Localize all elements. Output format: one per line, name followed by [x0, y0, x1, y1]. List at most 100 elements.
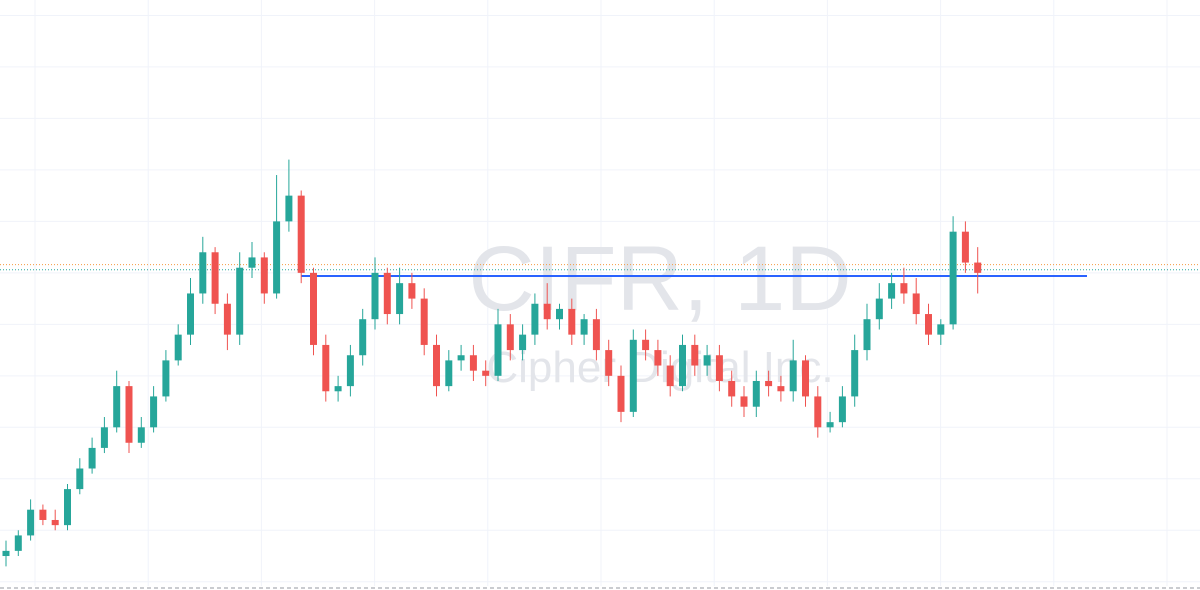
candle-body: [752, 380, 760, 407]
candle: [88, 437, 96, 474]
candle-body: [875, 298, 883, 320]
candle: [334, 375, 342, 402]
candle: [519, 324, 527, 361]
candle: [777, 375, 785, 402]
candle-body: [2, 550, 10, 557]
candle-body: [223, 303, 231, 335]
candle: [346, 344, 354, 397]
candle-body: [765, 380, 773, 387]
candle-body: [174, 334, 182, 361]
candle: [113, 370, 121, 433]
candle-body: [420, 298, 428, 345]
candle-body: [654, 350, 662, 366]
candle: [260, 252, 268, 304]
candle: [642, 329, 650, 361]
candle: [802, 355, 809, 407]
candle-body: [974, 262, 982, 273]
candle-body: [605, 350, 613, 376]
candle: [223, 293, 231, 351]
candle-body: [494, 324, 502, 376]
candle: [765, 370, 773, 397]
candle-body: [851, 350, 859, 397]
candle: [605, 339, 613, 387]
candle-body: [617, 375, 625, 412]
candle: [691, 334, 699, 376]
candle: [162, 350, 170, 402]
candle: [703, 344, 711, 376]
candle-body: [187, 293, 194, 335]
candle-body: [273, 221, 281, 294]
candle: [445, 350, 453, 392]
candle: [679, 334, 686, 392]
candle-body: [100, 427, 108, 448]
candle-body: [27, 509, 35, 536]
candle-body: [285, 195, 293, 222]
candle: [900, 267, 908, 304]
candle: [297, 190, 305, 284]
candle: [14, 530, 22, 557]
candle: [100, 417, 108, 454]
candle-body: [150, 396, 158, 428]
candle: [531, 293, 539, 345]
candle: [629, 329, 637, 418]
candle-body: [556, 308, 563, 320]
candle-body: [679, 344, 686, 387]
candle: [506, 314, 514, 361]
candle-body: [76, 468, 84, 490]
candle-body: [838, 396, 846, 423]
candle: [937, 319, 945, 345]
candle: [469, 344, 477, 381]
candle: [187, 278, 194, 345]
candle-body: [457, 355, 465, 361]
candle-body: [14, 535, 22, 551]
candle-body: [580, 319, 588, 335]
candle-body: [199, 252, 207, 294]
candle: [174, 324, 182, 366]
candle-body: [64, 489, 71, 526]
candle-body: [937, 324, 945, 335]
candle-body: [346, 355, 354, 387]
candle-body: [469, 355, 477, 371]
candle: [752, 370, 760, 418]
candle: [863, 303, 871, 361]
candle: [814, 386, 822, 438]
candle-body: [740, 396, 748, 407]
candle-body: [383, 272, 391, 315]
candle-body: [531, 303, 539, 335]
candle: [125, 380, 133, 454]
candle: [875, 283, 883, 330]
candle: [617, 365, 625, 423]
candle: [371, 257, 379, 330]
candle: [482, 360, 490, 387]
candle-body: [925, 314, 932, 335]
candle: [64, 483, 71, 531]
candle-body: [949, 231, 957, 325]
candle: [851, 334, 859, 407]
candle: [961, 221, 969, 273]
candle-body: [408, 283, 416, 299]
candle-body: [482, 370, 490, 376]
candle-body: [802, 360, 809, 397]
candle-body: [445, 360, 453, 387]
candle: [494, 308, 502, 381]
watermark: CIFR, 1D: [468, 228, 851, 330]
candle: [322, 334, 330, 402]
candle-body: [248, 257, 256, 268]
candle: [789, 339, 797, 402]
candle-body: [519, 334, 527, 351]
candle-body: [506, 324, 514, 351]
candle: [740, 386, 748, 418]
candle: [383, 267, 391, 325]
candle-body: [433, 344, 440, 387]
candle-body: [39, 509, 47, 520]
candle-body: [396, 283, 404, 315]
candle: [396, 267, 404, 325]
candle: [728, 370, 736, 407]
candle: [912, 278, 920, 325]
candle-body: [814, 396, 822, 428]
candle: [543, 283, 551, 330]
candle-body: [322, 344, 330, 392]
candle-body: [113, 386, 121, 428]
candle-body: [236, 267, 244, 335]
candle-body: [888, 283, 896, 299]
